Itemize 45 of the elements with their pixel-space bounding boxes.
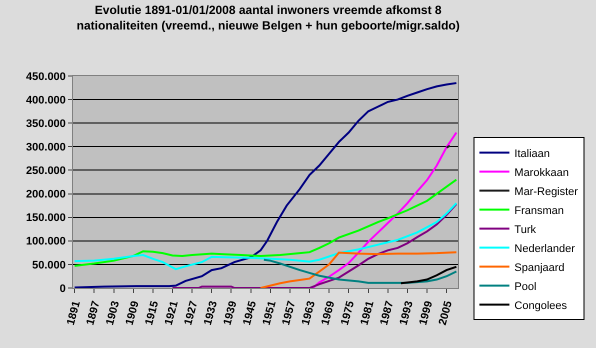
x-tick-label: 1999 xyxy=(417,300,436,327)
x-tick-label: 1921 xyxy=(162,300,181,327)
x-tick-label: 1957 xyxy=(280,300,298,327)
y-tick-label: 150.000 xyxy=(26,212,66,224)
chart-title: Evolutie 1891-01/01/2008 aantal inwoners vreemde afkomst 8 nationaliteiten (vreemd., nieuwe Belgen + hun geboorte/migr.saldo) xyxy=(76,2,460,33)
legend-label: Mar-Register xyxy=(514,186,578,198)
x-tick-label: 1891 xyxy=(64,300,83,327)
legend-label: Fransman xyxy=(514,204,564,217)
x-tick-label: 1987 xyxy=(378,300,396,327)
y-tick-label: 400.000 xyxy=(26,94,66,106)
x-tick-label: 1951 xyxy=(260,300,279,327)
line-series xyxy=(260,251,458,288)
legend-label: Pool xyxy=(514,280,536,293)
x-tick-label: 1903 xyxy=(104,300,122,327)
legend-label: Marokkaan xyxy=(514,166,569,179)
x-tick-label: 1969 xyxy=(319,300,338,327)
x-tick-label: 1909 xyxy=(124,300,142,327)
x-tick-label: 1933 xyxy=(202,300,220,327)
y-tick-label: 250.000 xyxy=(26,165,66,178)
x-tick-label: 2005 xyxy=(436,300,455,327)
line-series xyxy=(74,82,458,288)
x-tick-label: 1945 xyxy=(241,300,260,327)
y-tick-label: 300.000 xyxy=(26,142,66,154)
y-tick-label: 100.000 xyxy=(26,236,66,248)
y-tick-label: 450.000 xyxy=(26,70,66,83)
x-tick-label: 1915 xyxy=(143,300,162,327)
y-tick-label: 50.000 xyxy=(32,259,66,272)
x-tick-label: 1981 xyxy=(358,300,376,327)
x-tick-label: 1927 xyxy=(182,300,200,327)
y-tick-label: 200.000 xyxy=(26,188,66,201)
legend-label: Nederlander xyxy=(514,242,576,255)
legend-label: Italiaan xyxy=(514,148,550,160)
x-tick-label: 1993 xyxy=(398,300,416,327)
line-series xyxy=(172,203,458,288)
x-tick-label: 1939 xyxy=(222,300,240,327)
x-tick-label: 1897 xyxy=(84,300,102,327)
x-tick-label: 1963 xyxy=(300,300,318,327)
legend-label: Turk xyxy=(514,224,536,236)
line-series xyxy=(262,258,458,284)
legend-label: Spanjaard xyxy=(514,262,565,274)
legend-label: Congolees xyxy=(514,300,568,312)
y-tick-label: 0 xyxy=(60,282,66,295)
x-tick-label: 1975 xyxy=(338,300,357,327)
y-tick-label: 350.000 xyxy=(26,118,66,130)
line-series xyxy=(312,132,458,288)
